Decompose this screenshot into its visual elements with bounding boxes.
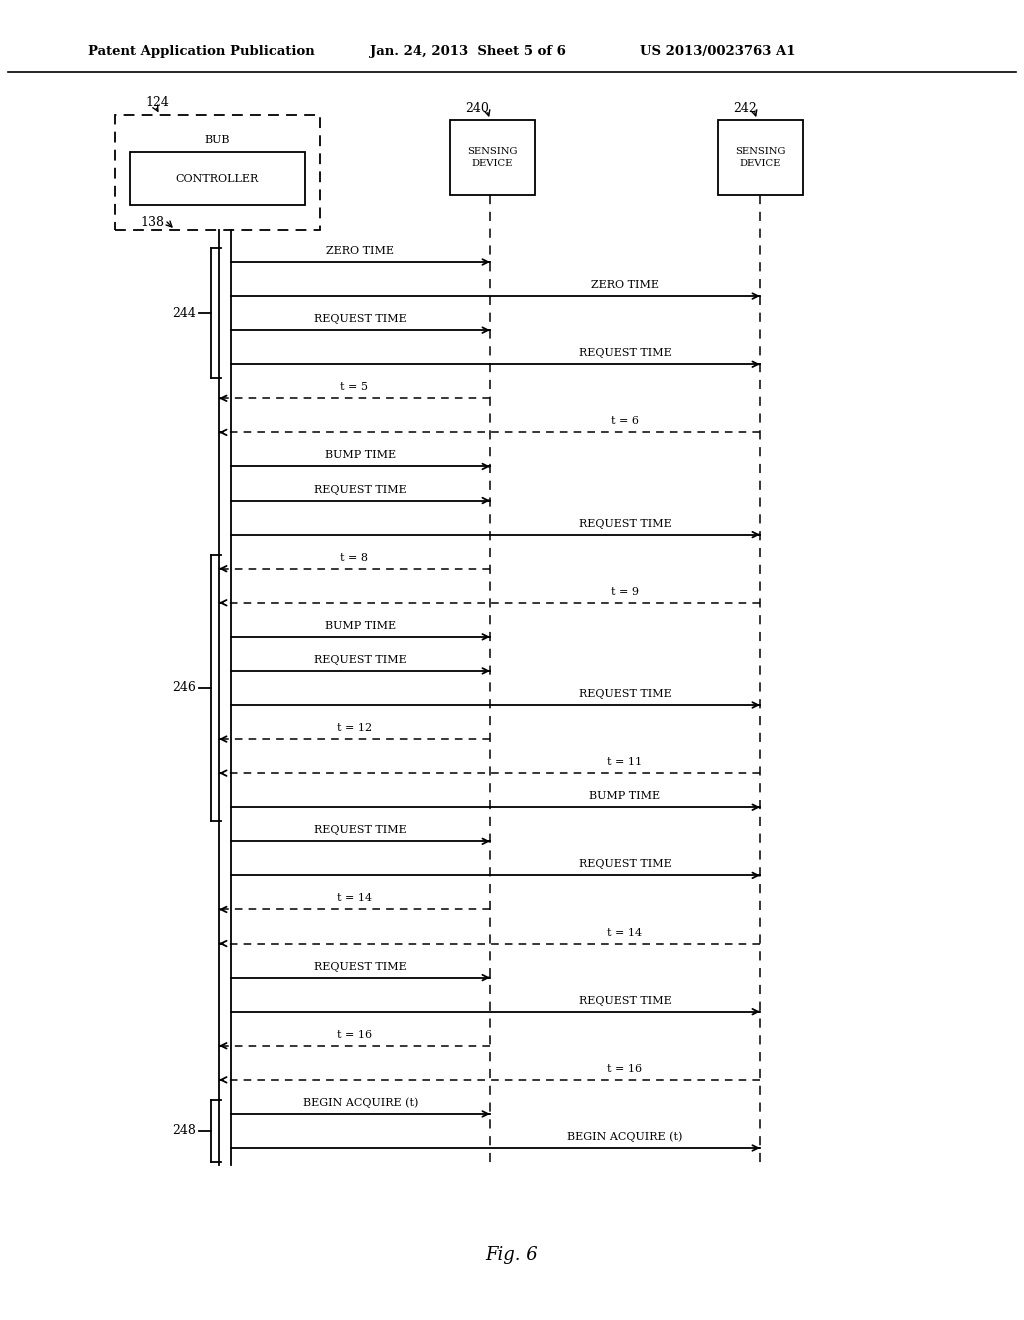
Text: 248: 248 [172,1125,196,1138]
Text: 138: 138 [140,215,164,228]
Text: REQUEST TIME: REQUEST TIME [579,689,672,700]
Text: t = 5: t = 5 [341,383,369,392]
Bar [718,120,803,195]
Text: ZERO TIME: ZERO TIME [591,280,659,290]
Text: BUMP TIME: BUMP TIME [325,620,396,631]
Text: US 2013/0023763 A1: US 2013/0023763 A1 [640,45,796,58]
Text: BUMP TIME: BUMP TIME [325,450,396,461]
Text: t = 16: t = 16 [337,1030,372,1040]
Text: REQUEST TIME: REQUEST TIME [314,484,407,495]
Text: Fig. 6: Fig. 6 [485,1246,539,1265]
Text: REQUEST TIME: REQUEST TIME [579,348,672,358]
Text: CONTROLLER: CONTROLLER [176,173,259,183]
Bar [450,120,535,195]
Text: t = 8: t = 8 [341,553,369,562]
Text: t = 14: t = 14 [607,928,643,937]
Text: REQUEST TIME: REQUEST TIME [579,995,672,1006]
Text: REQUEST TIME: REQUEST TIME [314,314,407,325]
Text: t = 12: t = 12 [337,723,372,733]
Text: Jan. 24, 2013  Sheet 5 of 6: Jan. 24, 2013 Sheet 5 of 6 [370,45,566,58]
Text: REQUEST TIME: REQUEST TIME [314,655,407,665]
Text: t = 6: t = 6 [611,416,639,426]
Bar [115,115,319,230]
Text: 124: 124 [145,96,169,110]
Text: ZERO TIME: ZERO TIME [327,246,394,256]
Text: REQUEST TIME: REQUEST TIME [579,859,672,870]
Text: t = 11: t = 11 [607,758,643,767]
Text: REQUEST TIME: REQUEST TIME [579,519,672,528]
Bar [130,152,305,205]
Text: BUMP TIME: BUMP TIME [590,791,660,801]
Text: 246: 246 [172,681,196,694]
Text: BEGIN ACQUIRE (t): BEGIN ACQUIRE (t) [303,1097,418,1107]
Text: Patent Application Publication: Patent Application Publication [88,45,314,58]
Text: REQUEST TIME: REQUEST TIME [314,825,407,836]
Text: t = 16: t = 16 [607,1064,643,1074]
Text: BEGIN ACQUIRE (t): BEGIN ACQUIRE (t) [567,1131,683,1142]
Text: BUB: BUB [205,135,230,145]
Text: SENSING
DEVICE: SENSING DEVICE [467,147,518,168]
Text: 244: 244 [172,306,196,319]
Text: t = 14: t = 14 [337,894,372,903]
Text: 240: 240 [465,102,488,115]
Text: SENSING
DEVICE: SENSING DEVICE [735,147,785,168]
Text: t = 9: t = 9 [611,587,639,597]
Text: REQUEST TIME: REQUEST TIME [314,961,407,972]
Text: 242: 242 [733,102,757,115]
